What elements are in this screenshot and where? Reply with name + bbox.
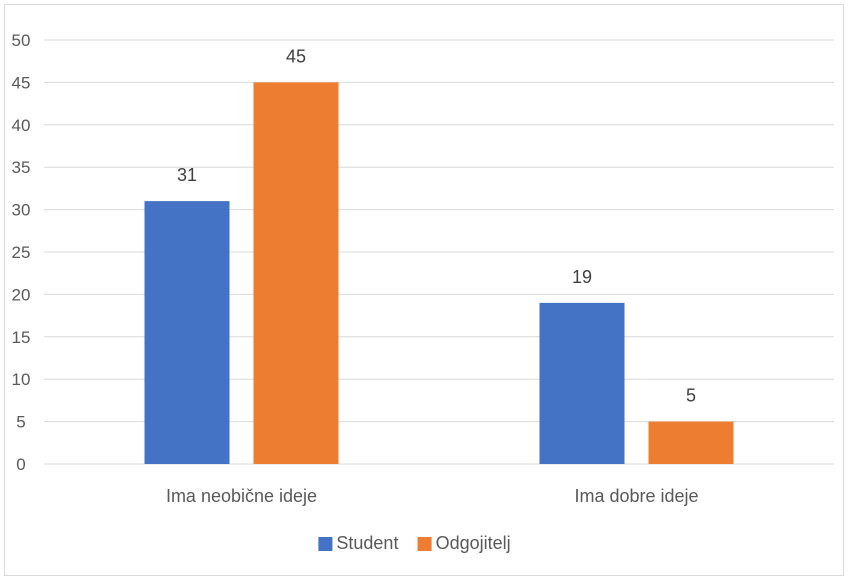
legend-swatch <box>318 537 333 551</box>
y-tick-label: 5 <box>16 413 25 432</box>
legend-label: Odgojitelj <box>436 533 511 553</box>
y-tick-label: 45 <box>12 73 31 92</box>
y-tick-label: 35 <box>12 158 31 177</box>
data-label: 19 <box>572 267 592 287</box>
bar-student <box>144 201 230 464</box>
bar-odgojitelj <box>648 421 734 464</box>
legend-label: Student <box>336 533 398 553</box>
y-tick-label: 25 <box>12 243 31 262</box>
bar-student <box>539 302 625 464</box>
bar-odgojitelj <box>253 82 339 465</box>
data-label: 5 <box>686 386 696 406</box>
legend-swatch <box>417 537 432 551</box>
chart-frame <box>4 4 844 576</box>
y-tick-label: 40 <box>12 116 31 135</box>
y-tick-label: 15 <box>12 328 31 347</box>
category-label: Ima dobre ideje <box>574 486 698 506</box>
y-tick-label: 50 <box>12 31 31 50</box>
category-label: Ima neobične ideje <box>166 486 317 506</box>
y-tick-label: 20 <box>12 285 31 304</box>
data-label: 31 <box>177 165 197 185</box>
data-label: 45 <box>286 46 306 66</box>
y-tick-label: 0 <box>16 455 25 474</box>
y-tick-label: 30 <box>12 201 31 220</box>
y-tick-label: 10 <box>12 370 31 389</box>
